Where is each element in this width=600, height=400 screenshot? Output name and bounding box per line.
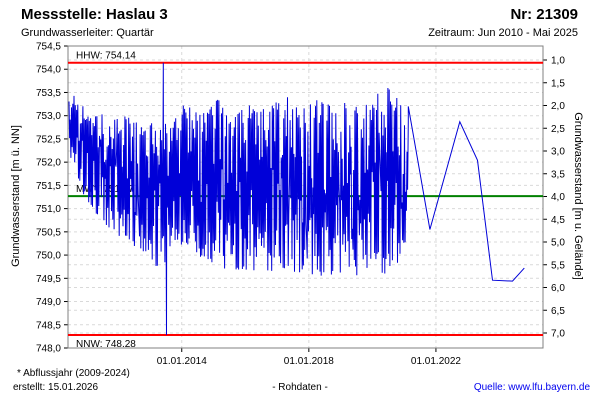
y-left-tick-label: 748,0 — [36, 344, 61, 355]
nnw-label: NNW: 748.28 — [76, 339, 136, 350]
y-left-tick-label: 754,0 — [36, 65, 61, 76]
y-left-tick-label: 749,0 — [36, 297, 61, 308]
raw-data-label: - Rohdaten - — [272, 382, 328, 393]
y-left-tick-label: 752,5 — [36, 134, 61, 145]
y-left-tick-label: 750,5 — [36, 227, 61, 238]
y-right-tick-label: 3,5 — [551, 169, 565, 180]
y-right-tick-label: 3,0 — [551, 147, 565, 158]
y-right-tick-label: 1,5 — [551, 78, 565, 89]
y-right-tick-label: 1,0 — [551, 56, 565, 67]
y-right-tick-label: 5,0 — [551, 238, 565, 249]
y-right-tick-label: 2,0 — [551, 101, 565, 112]
y-left-tick-label: 749,5 — [36, 274, 61, 285]
created-date: erstellt: 15.01.2026 — [13, 382, 99, 393]
hhw-label: HHW: 754.14 — [76, 51, 136, 62]
page-title: Messstelle: Haslau 3 — [21, 6, 168, 23]
period-label: Zeitraum: Jun 2010 - Mai 2025 — [428, 27, 578, 39]
x-tick-label: 01.01.2022 — [411, 356, 461, 367]
mw-label: MW*: 751.27 — [76, 184, 134, 195]
y-left-tick-label: 748,5 — [36, 320, 61, 331]
aquifer-label: Grundwasserleiter: Quartär — [21, 27, 154, 39]
y-left-tick-label: 751,5 — [36, 181, 61, 192]
y-right-tick-label: 7,0 — [551, 329, 565, 340]
y-right-tick-label: 6,5 — [551, 306, 565, 317]
y-left-tick-label: 752,0 — [36, 158, 61, 169]
y-right-tick-label: 4,5 — [551, 215, 565, 226]
x-tick-label: 01.01.2018 — [284, 356, 334, 367]
y-right-tick-label: 4,0 — [551, 192, 565, 203]
groundwater-series — [68, 62, 525, 336]
y-left-tick-label: 750,0 — [36, 251, 61, 262]
station-number: Nr: 21309 — [510, 6, 578, 23]
y-left-tick-label: 753,0 — [36, 111, 61, 122]
y-right-tick-label: 5,5 — [551, 260, 565, 271]
y-right-tick-label: 6,0 — [551, 283, 565, 294]
source-link[interactable]: Quelle: www.lfu.bayern.de — [473, 382, 590, 393]
y-right-tick-label: 2,5 — [551, 124, 565, 135]
y-left-tick-label: 753,5 — [36, 88, 61, 99]
x-tick-label: 01.01.2014 — [157, 356, 207, 367]
y-left-tick-label: 754,5 — [36, 42, 61, 53]
y-left-tick-label: 751,0 — [36, 204, 61, 215]
footnote: * Abflussjahr (2009-2024) — [17, 368, 130, 379]
